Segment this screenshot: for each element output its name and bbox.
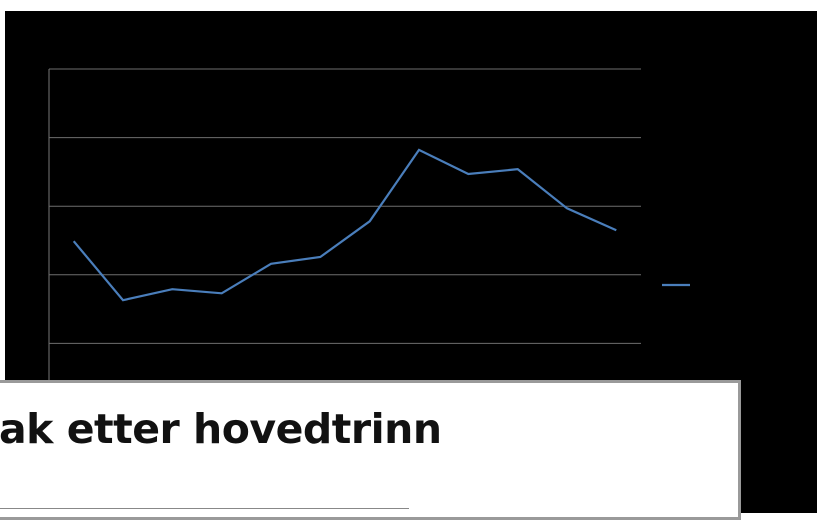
title-rule (0, 508, 409, 509)
slide-title: ak etter hovedtrinn (0, 405, 442, 453)
slide-panel: ak etter hovedtrinn (0, 380, 741, 520)
data-line (72, 148, 617, 302)
